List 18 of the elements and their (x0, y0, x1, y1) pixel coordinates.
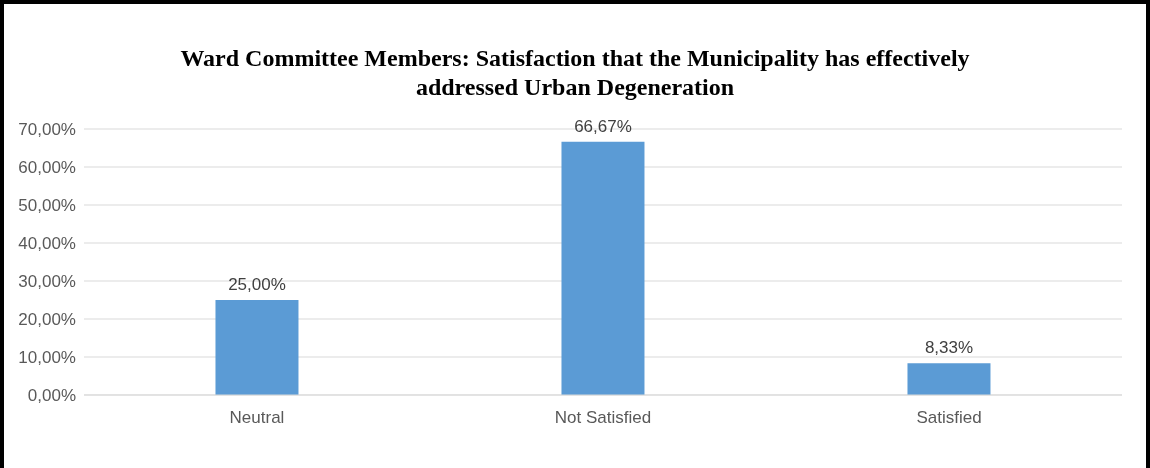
y-tick-label: 50,00% (18, 196, 76, 216)
data-label: 66,67% (574, 116, 632, 136)
chart-title: Ward Committee Members: Satisfaction that the Municipality has effectively addressed Urban Degeneration (179, 44, 971, 102)
bar (907, 363, 991, 395)
y-tick-label: 20,00% (18, 310, 76, 330)
y-tick-label: 30,00% (18, 272, 76, 292)
bar (215, 300, 299, 395)
x-tick-label: Neutral (229, 408, 285, 428)
data-label: 25,00% (228, 275, 286, 294)
y-tick-label: 10,00% (18, 348, 76, 368)
y-tick-label: 60,00% (18, 158, 76, 178)
x-tick-label: Not Satisfied (554, 408, 652, 428)
y-tick-label: 0,00% (27, 386, 76, 406)
y-tick-label: 70,00% (18, 120, 76, 140)
data-label: 8,33% (924, 338, 974, 358)
y-tick-label: 40,00% (18, 234, 76, 254)
x-tick-label: Satisfied (916, 408, 982, 428)
bar (561, 141, 645, 395)
